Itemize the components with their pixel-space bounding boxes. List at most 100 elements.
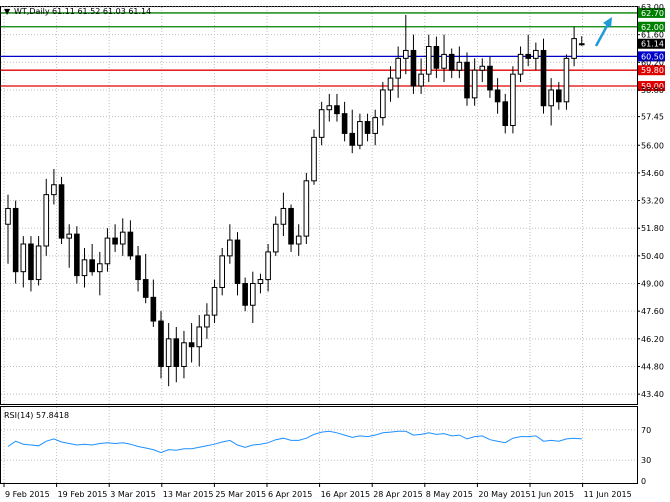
candle-body-down <box>135 255 141 281</box>
candle-body-down <box>112 237 118 245</box>
level-price-tag <box>638 21 665 32</box>
candle-body-up <box>265 251 271 281</box>
candle-body-up <box>250 283 256 306</box>
candle-body-up <box>471 69 478 99</box>
candle <box>234 232 241 296</box>
level-price-tag <box>638 65 665 76</box>
candle <box>51 168 57 205</box>
candle <box>341 101 348 142</box>
x-tick-label: 3 Mar 2015 <box>110 490 156 499</box>
candle-body-up <box>227 239 233 257</box>
candle-body-down <box>341 113 348 134</box>
candle <box>66 224 73 268</box>
candle-body-up <box>303 180 310 237</box>
level-price-tag <box>638 81 665 92</box>
candle <box>119 218 126 256</box>
x-tick-label: 13 Mar 2015 <box>163 490 214 499</box>
candle <box>349 109 356 154</box>
candle <box>326 93 333 122</box>
candle <box>35 236 42 286</box>
candle-body-up <box>66 233 73 239</box>
candle <box>257 273 264 294</box>
x-tick-label: 11 Jun 2015 <box>584 490 632 499</box>
rsi-series <box>7 430 582 454</box>
candle <box>334 93 340 122</box>
candle <box>357 113 363 150</box>
candle-body-up <box>395 57 401 79</box>
candle-body-down <box>242 283 248 306</box>
chart-menu-icon[interactable]: ▼ <box>4 7 11 16</box>
candle-body-down <box>410 49 417 87</box>
candle-body-down <box>334 105 340 115</box>
candle-body-up <box>204 314 210 328</box>
y-tick-label: 56.00 <box>641 141 664 150</box>
candle <box>479 58 486 83</box>
candle <box>227 224 233 264</box>
y-tick-label: 57.45 <box>641 113 664 122</box>
candle-body-up <box>510 73 516 127</box>
candle-body-down <box>349 132 356 146</box>
candle-body-up <box>272 223 279 253</box>
y-tick-label: 50.40 <box>641 252 664 261</box>
candle <box>563 54 570 110</box>
level-price-label: 59.00 <box>641 82 664 91</box>
candle-body-up <box>104 237 111 265</box>
candle-body-up <box>219 255 225 288</box>
candle <box>510 66 516 134</box>
candle-body-down <box>487 65 493 91</box>
candle <box>81 247 88 288</box>
candle <box>219 247 225 296</box>
rsi-level-label: 0 <box>641 477 646 486</box>
candle <box>410 34 417 94</box>
candle-body-down <box>188 342 195 348</box>
candle-body-up <box>165 338 172 367</box>
candle <box>188 323 195 363</box>
y-tick-label: 54.60 <box>641 169 664 178</box>
candle-body-up <box>517 53 524 75</box>
level-price-label: 60.50 <box>641 52 664 61</box>
candle <box>112 224 118 252</box>
candle <box>441 34 447 83</box>
candle-body-up <box>425 46 432 75</box>
candle-body-up <box>43 194 50 247</box>
candle <box>556 82 562 110</box>
level-price-tag <box>638 7 665 18</box>
candle <box>127 220 134 260</box>
candle <box>425 34 432 83</box>
candle <box>204 303 210 339</box>
y-tick-label: 44.80 <box>641 362 664 371</box>
price-axis: 63.00 61.60 60.20 58.80 57.45 56.00 54.60 53.20… <box>637 3 664 399</box>
y-tick-label: 43.40 <box>641 390 664 399</box>
candle <box>250 271 256 324</box>
candle-body-down <box>433 46 440 69</box>
candle-body-up <box>571 38 577 59</box>
candle <box>288 204 294 252</box>
candle-body-down <box>494 89 501 103</box>
candle-body-down <box>540 49 547 107</box>
candle <box>487 56 493 98</box>
candle <box>464 52 470 106</box>
candle <box>533 42 539 71</box>
candle <box>97 251 103 296</box>
candle-body-down <box>556 89 562 103</box>
candle-body-up <box>311 136 317 182</box>
x-tick-label: 28 Apr 2015 <box>373 490 422 499</box>
x-tick-label: 19 Feb 2015 <box>58 490 108 499</box>
level-price-label: 61.14 <box>641 40 664 49</box>
candle <box>173 326 180 383</box>
candle <box>540 38 547 114</box>
candle <box>58 176 65 245</box>
candle-body-down <box>142 279 149 298</box>
candle-body-down <box>502 101 509 127</box>
level-price-tag <box>638 51 665 62</box>
candle <box>135 245 141 292</box>
candle-body-down <box>525 53 532 59</box>
y-tick-label: 61.60 <box>641 31 664 40</box>
candle-body-up <box>563 57 570 103</box>
candle <box>372 109 378 146</box>
candle-body-down <box>89 259 95 273</box>
candle <box>548 78 554 126</box>
candle <box>418 58 424 94</box>
candle-body-up <box>97 263 103 273</box>
